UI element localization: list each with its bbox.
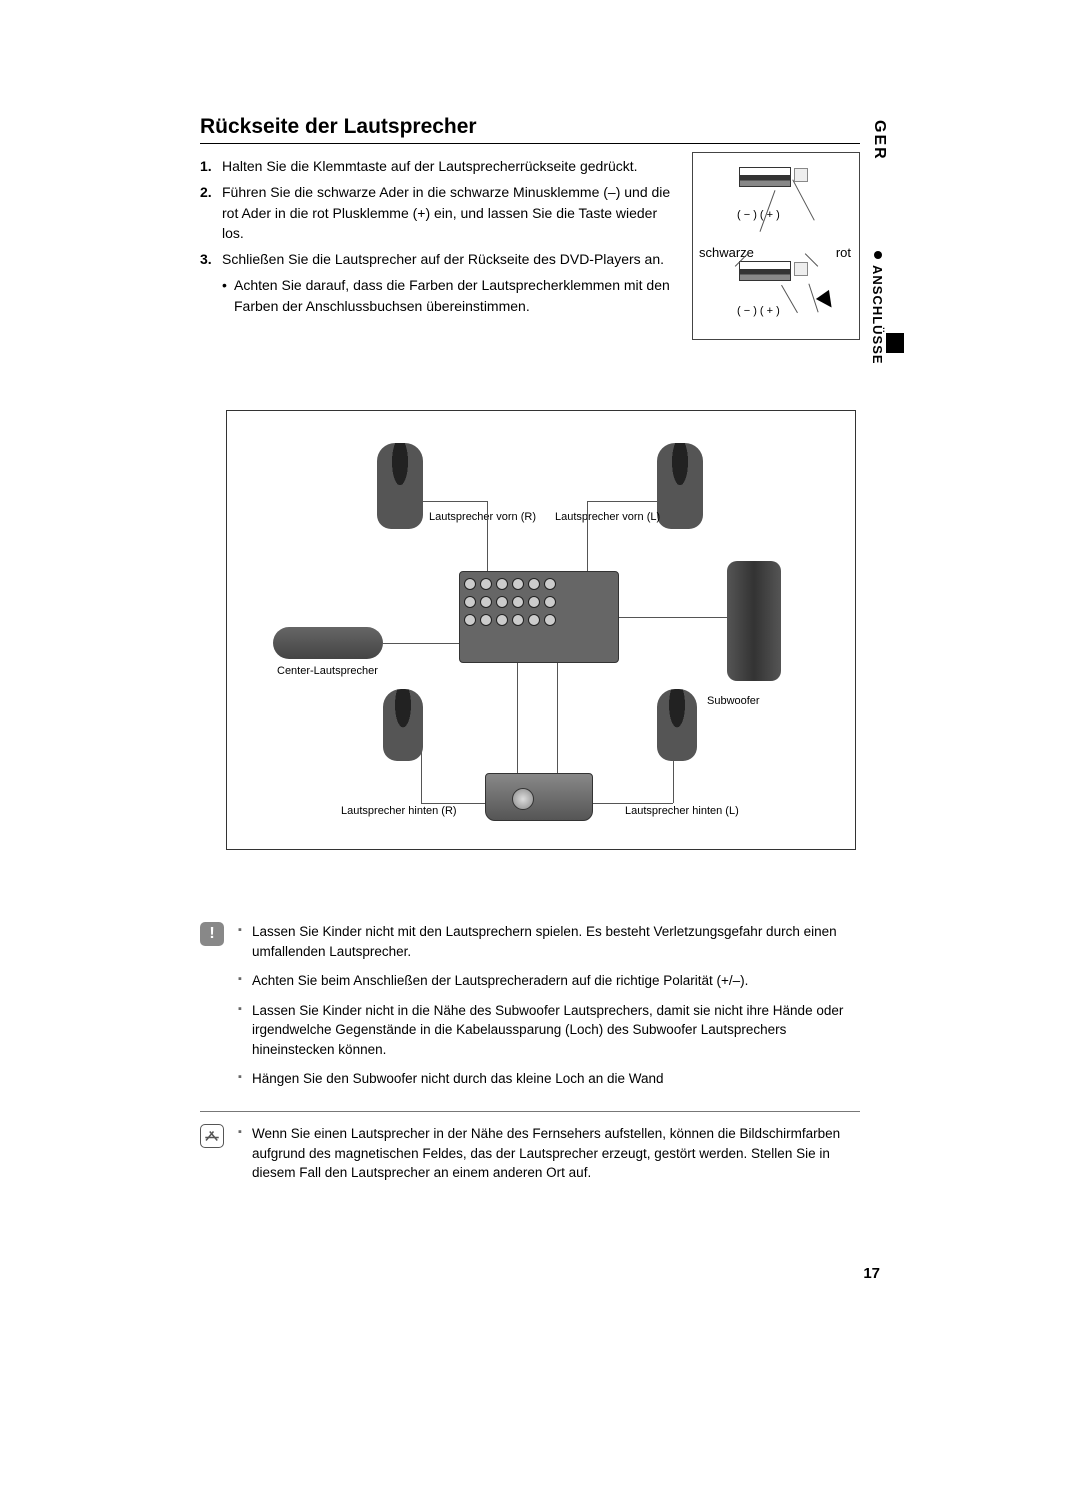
side-tab: GER ANSCHLÜSSE xyxy=(870,120,892,364)
diagram-label: Subwoofer xyxy=(707,695,760,707)
step-number: 2. xyxy=(200,182,222,243)
bullet-icon: ▪ xyxy=(238,1124,252,1183)
note-text: Hängen Sie den Subwoofer nicht durch das… xyxy=(252,1069,664,1089)
note-item: ▪ Wenn Sie einen Lautsprecher in der Näh… xyxy=(238,1124,860,1183)
diagram-label: Lautsprecher hinten (R) xyxy=(341,805,457,817)
note-item: ▪ Hängen Sie den Subwoofer nicht durch d… xyxy=(238,1069,860,1089)
note-item: ▪ Achten Sie beim Anschließen der Lautsp… xyxy=(238,971,860,991)
bullet-icon: ▪ xyxy=(238,1001,252,1060)
dot-icon xyxy=(874,251,882,259)
sub-text: Achten Sie darauf, dass die Farben der L… xyxy=(234,275,674,316)
connection-diagram: Lautsprecher vorn (R) Lautsprecher vorn … xyxy=(226,410,856,850)
polarity-label: ( − ) ( + ) xyxy=(737,209,780,221)
wire-label-black: schwarze xyxy=(699,245,754,260)
note-item: ▪ Lassen Sie Kinder nicht in die Nähe de… xyxy=(238,1001,860,1060)
wireless-receiver-icon xyxy=(485,773,593,821)
section-tab: ANSCHLÜSSE xyxy=(870,251,885,365)
subwoofer-icon xyxy=(727,561,781,681)
instruction-sub-bullet: • Achten Sie darauf, dass die Farben der… xyxy=(222,275,674,316)
wire-label-red: rot xyxy=(836,245,851,260)
note-text: Wenn Sie einen Lautsprecher in der Nähe … xyxy=(252,1124,860,1183)
instruction-list: 1. Halten Sie die Klemmtaste auf der Lau… xyxy=(200,156,674,340)
rear-speaker-r-icon xyxy=(383,689,423,761)
language-label: GER xyxy=(870,120,888,161)
note-item: ▪ Lassen Sie Kinder nicht mit den Lautsp… xyxy=(238,922,860,961)
instruction-step: 2. Führen Sie die schwarze Ader in die s… xyxy=(200,182,674,243)
terminal-diagram: ( − ) ( + ) schwarze rot ( − ) ( + ) xyxy=(692,152,860,340)
bullet-icon: ▪ xyxy=(238,1069,252,1089)
center-speaker-icon xyxy=(273,627,383,659)
front-speaker-r-icon xyxy=(377,443,423,529)
instruction-step: 1. Halten Sie die Klemmtaste auf der Lau… xyxy=(200,156,674,176)
step-number: 1. xyxy=(200,156,222,176)
step-number: 3. xyxy=(200,249,222,269)
info-block: ▪ Wenn Sie einen Lautsprecher in der Näh… xyxy=(200,1111,860,1193)
diagram-label: Lautsprecher vorn (R) xyxy=(429,511,536,523)
step-text: Schließen Sie die Lautsprecher auf der R… xyxy=(222,249,664,269)
note-icon xyxy=(200,1124,224,1148)
step-text: Führen Sie die schwarze Ader in die schw… xyxy=(222,182,674,243)
section-title: Rückseite der Lautsprecher xyxy=(200,115,860,144)
bullet-icon: • xyxy=(222,275,234,316)
bullet-icon: ▪ xyxy=(238,971,252,991)
note-text: Lassen Sie Kinder nicht mit den Lautspre… xyxy=(252,922,860,961)
step-text: Halten Sie die Klemmtaste auf der Lautsp… xyxy=(222,156,638,176)
diagram-label: Center-Lautsprecher xyxy=(277,665,378,677)
warning-icon xyxy=(200,922,224,946)
section-tab-label: ANSCHLÜSSE xyxy=(870,265,885,365)
bullet-icon: ▪ xyxy=(238,922,252,961)
polarity-label: ( − ) ( + ) xyxy=(737,305,780,317)
diagram-label: Lautsprecher vorn (L) xyxy=(555,511,660,523)
warning-block: ▪ Lassen Sie Kinder nicht mit den Lautsp… xyxy=(200,910,860,1099)
front-speaker-l-icon xyxy=(657,443,703,529)
instruction-step: 3. Schließen Sie die Lautsprecher auf de… xyxy=(200,249,674,269)
note-text: Lassen Sie Kinder nicht in die Nähe des … xyxy=(252,1001,860,1060)
diagram-label: Lautsprecher hinten (L) xyxy=(625,805,739,817)
rear-panel-icon xyxy=(459,571,619,663)
rear-speaker-l-icon xyxy=(657,689,697,761)
thumb-tab-marker xyxy=(886,333,904,353)
page-number: 17 xyxy=(863,1265,880,1282)
note-text: Achten Sie beim Anschließen der Lautspre… xyxy=(252,971,748,991)
